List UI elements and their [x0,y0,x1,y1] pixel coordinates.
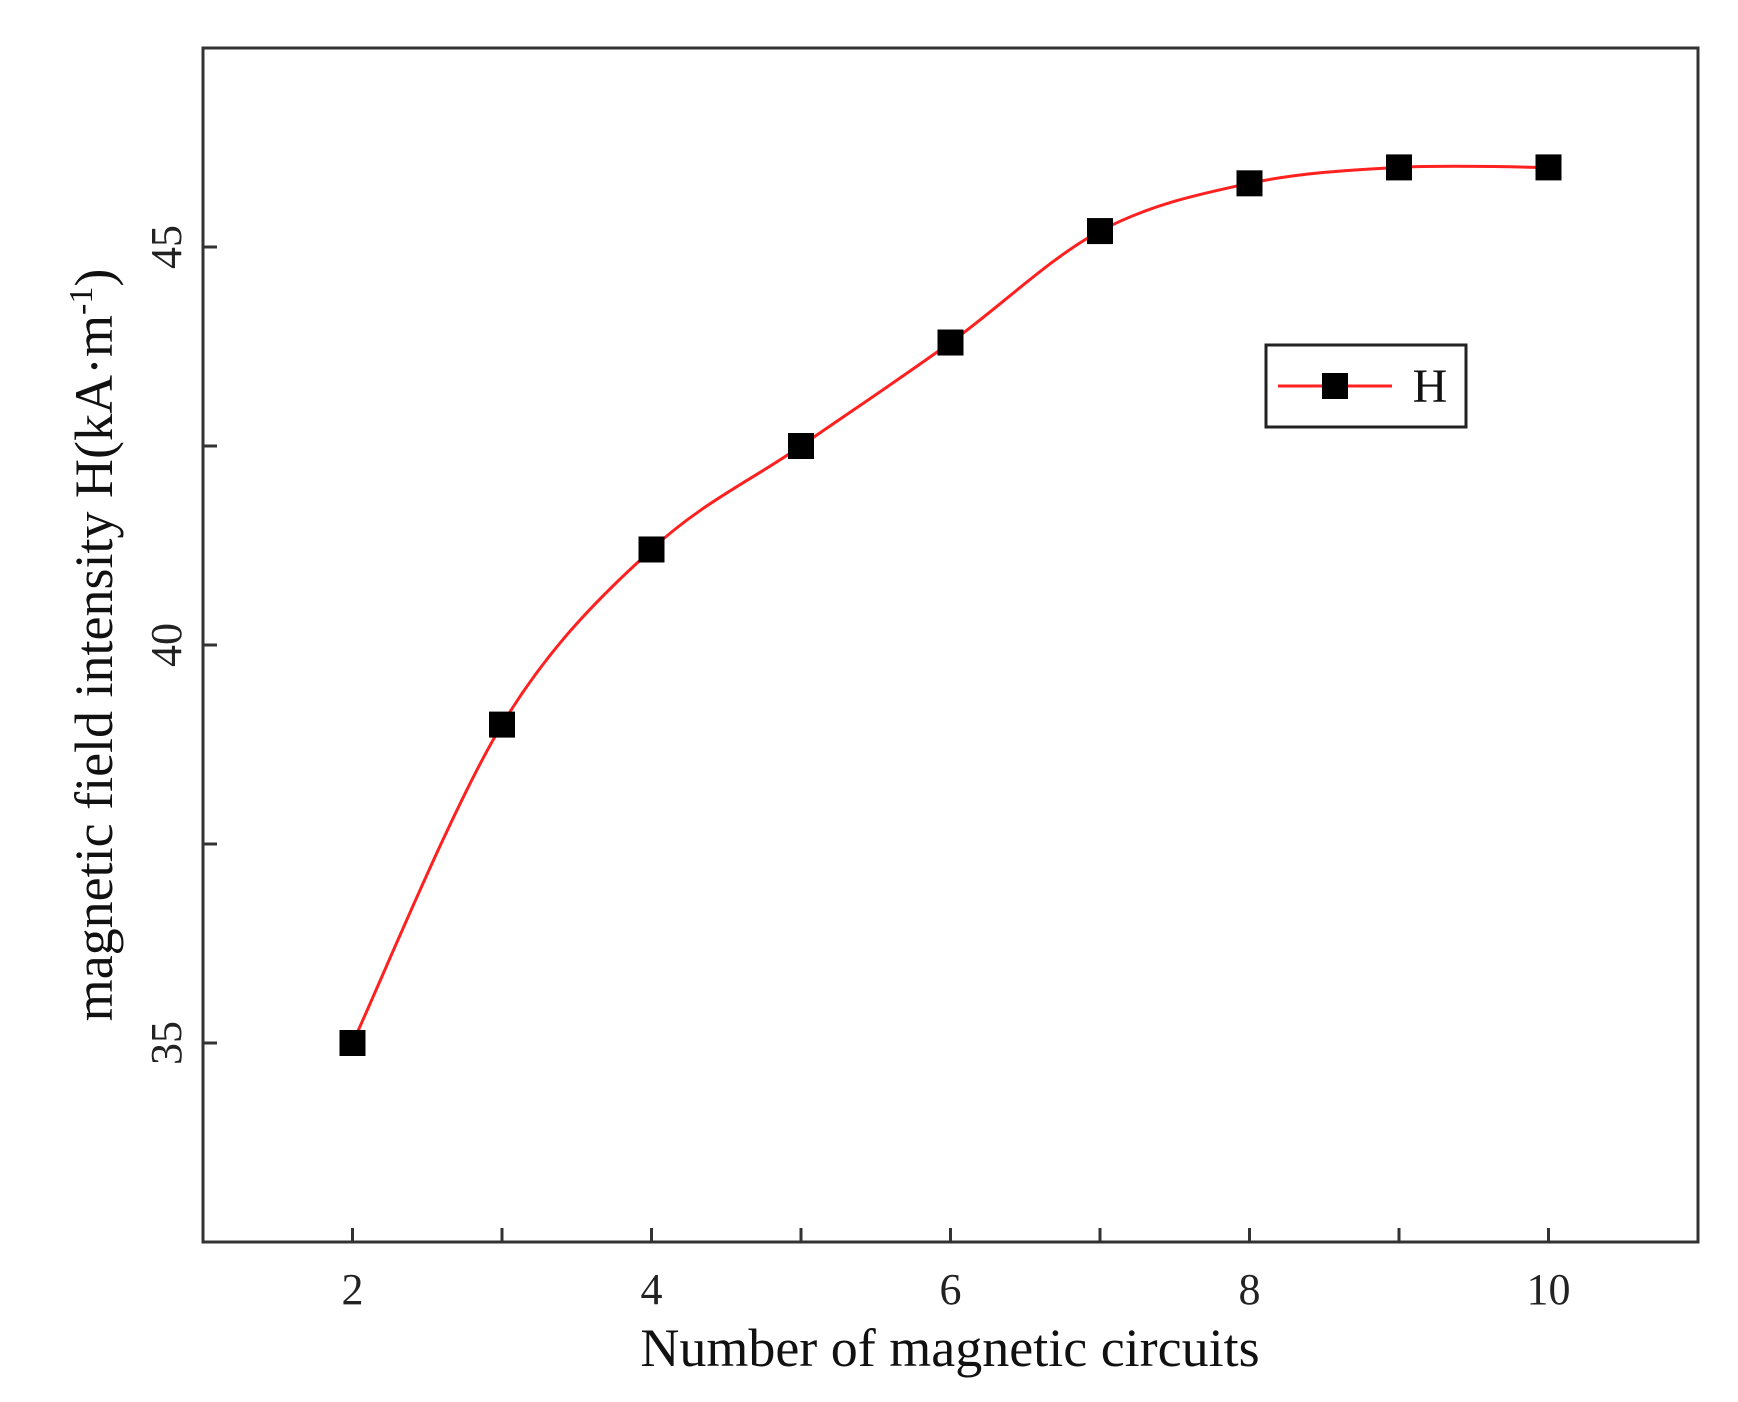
x-tick-label: 10 [1527,1265,1571,1314]
series-line-H [351,164,1549,1044]
x-tick-label: 8 [1239,1265,1261,1314]
y-axis-ticks: 35 40 45 [142,225,217,1065]
data-point [1236,170,1263,197]
data-markers [339,154,1562,1056]
y-tick-label: 40 [142,623,191,667]
y-tick-label: 35 [142,1021,191,1065]
x-axis-title: Number of magnetic circuits [640,1318,1259,1378]
y-axis-title: magnetic field intensity H(kA·m-1) [63,269,124,1022]
x-tick-label: 6 [940,1265,962,1314]
data-point [638,536,665,563]
data-point [788,433,814,459]
x-axis-ticks: 2 4 6 8 10 [342,1228,1571,1314]
x-tick-label: 2 [342,1265,364,1314]
plot-frame [201,46,1700,1244]
y-axis-title-close: ) [64,269,124,287]
data-point [937,329,964,356]
y-axis-title-main: magnetic field intensity H(kA·m [64,315,124,1021]
data-point [489,711,515,738]
data-point [1087,218,1113,245]
legend-label: H [1413,360,1448,413]
legend-marker-swatch [1322,373,1348,399]
y-axis-title-superscript: -1 [63,287,100,315]
y-tick-label: 45 [142,225,191,269]
data-point [339,1030,366,1056]
legend: H [1264,343,1468,429]
data-point [1386,154,1412,181]
data-point [1535,154,1562,181]
x-tick-label: 4 [641,1265,663,1314]
